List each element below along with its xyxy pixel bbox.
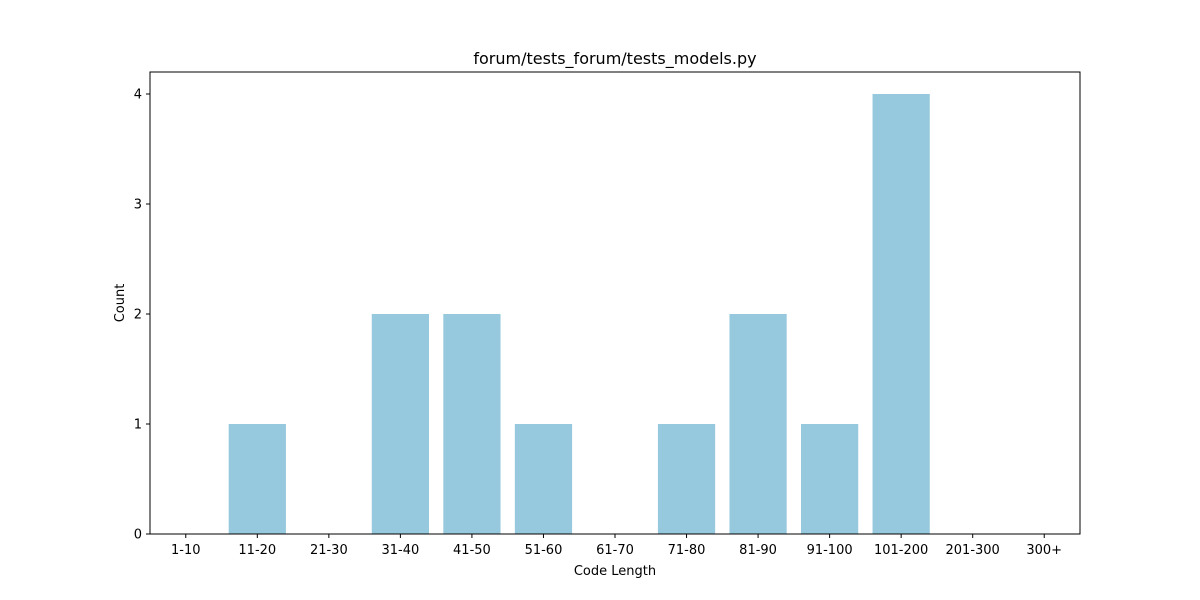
x-tick-label: 300+ (1026, 543, 1062, 558)
bar-31-40 (371, 314, 429, 534)
y-axis-label: Count (113, 284, 128, 323)
y-tick-label: 3 (134, 198, 142, 213)
x-tick-label: 101-200 (874, 543, 928, 558)
y-tick-label: 0 (134, 528, 142, 543)
x-tick-label: 41-50 (453, 543, 491, 558)
x-tick-label: 91-100 (807, 543, 853, 558)
bar-101-200 (872, 94, 930, 534)
x-tick-label: 81-90 (739, 543, 777, 558)
x-tick-label: 51-60 (525, 543, 563, 558)
x-tick-label: 201-300 (946, 543, 1000, 558)
x-tick-label: 21-30 (310, 543, 348, 558)
bar-71-80 (657, 424, 716, 534)
x-axis: 1-10 11-20 21-30 31-40 41-50 51-60 61-70 71-80 8… (171, 534, 1062, 558)
y-tick-label: 4 (134, 88, 142, 103)
x-tick-label: 61-70 (596, 543, 634, 558)
bar-81-90 (729, 314, 787, 534)
y-axis: 0 1 2 3 4 (134, 88, 150, 543)
y-tick-label: 1 (134, 418, 142, 433)
bar-91-100 (801, 424, 859, 534)
bar-41-50 (443, 314, 501, 534)
x-tick-label: 31-40 (381, 543, 419, 558)
chart-title: forum/tests_forum/tests_models.py (473, 49, 756, 69)
y-tick-label: 2 (134, 308, 142, 323)
x-tick-label: 11-20 (238, 543, 276, 558)
x-tick-label: 1-10 (171, 543, 201, 558)
bars-group (228, 94, 930, 534)
bar-51-60 (514, 424, 573, 534)
bar-11-20 (228, 424, 286, 534)
x-tick-label: 71-80 (668, 543, 706, 558)
x-axis-label: Code Length (574, 564, 656, 579)
